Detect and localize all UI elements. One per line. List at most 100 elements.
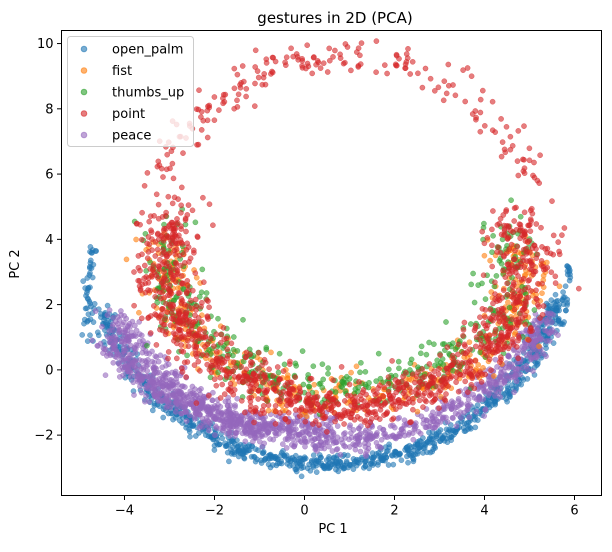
data-point [506,304,513,311]
data-point [449,427,456,434]
data-point [132,358,138,365]
data-point [216,107,222,113]
data-point [420,404,426,410]
data-point [432,396,438,402]
data-point [502,274,509,280]
data-point [86,265,93,271]
data-point [169,369,175,376]
data-point [366,379,372,386]
data-point [508,262,515,268]
data-point [357,448,364,455]
data-point [425,382,432,388]
data-point [176,310,182,317]
data-point [385,380,392,387]
data-point [337,51,343,58]
data-point [416,397,423,404]
data-point [182,409,189,415]
data-point [221,98,228,105]
data-point [185,244,192,250]
data-point [475,361,482,368]
data-point [304,42,311,49]
data-point [358,40,365,46]
data-point [370,402,377,408]
data-point [290,426,297,433]
data-point [486,332,493,339]
data-point [204,341,211,348]
data-point [85,311,92,318]
data-point [514,293,521,300]
data-point [132,364,138,371]
data-point [353,49,360,55]
data-point [115,360,122,366]
data-point [243,447,250,453]
data-point [514,243,521,250]
data-point [292,374,299,381]
data-point [449,414,456,421]
data-point [412,420,419,426]
data-point [141,275,148,282]
data-point [274,364,281,370]
data-point [549,327,555,333]
data-point [284,397,290,404]
data-point [326,443,332,450]
data-point [490,300,496,307]
data-point [467,321,474,327]
data-point [214,348,220,355]
data-point [296,385,303,392]
data-point [160,306,166,312]
data-point [499,294,506,301]
data-point [384,70,390,77]
data-point [333,446,340,453]
data-point [183,228,189,235]
data-point [489,242,495,249]
data-point [506,246,513,252]
data-point [510,282,517,288]
legend-box [67,36,194,147]
data-point [155,358,162,365]
data-point [159,289,166,296]
data-point [449,400,456,407]
data-point [269,68,275,75]
data-point [351,416,358,423]
data-point [200,194,206,201]
data-point [258,370,265,377]
data-point [441,78,448,85]
data-point [174,216,180,222]
data-point [203,290,210,296]
data-point [120,372,126,379]
data-point [523,245,530,252]
data-point [82,305,89,312]
data-point [504,291,511,298]
data-point [354,440,361,446]
data-point [511,306,518,313]
data-point [555,332,561,338]
data-point [338,436,345,443]
data-point [400,373,406,380]
y-axis-label: PC 2 [8,249,23,278]
data-point [278,460,285,467]
data-point [365,409,372,416]
data-point [250,370,257,377]
data-point [294,418,301,425]
data-point [140,364,147,370]
data-point [238,364,245,370]
data-point [492,291,498,297]
data-point [324,69,331,75]
data-point [200,419,207,425]
data-point [493,273,500,279]
data-point [307,402,314,409]
data-point [147,384,154,391]
data-point [418,343,425,350]
data-point [192,318,199,325]
data-point [498,329,505,336]
data-point [295,56,302,63]
data-point [427,435,433,441]
data-point [501,379,508,386]
data-point [507,146,514,153]
data-point [192,296,199,303]
data-point [167,322,174,329]
data-point [204,297,210,303]
data-point [259,420,266,427]
data-point [561,294,568,301]
